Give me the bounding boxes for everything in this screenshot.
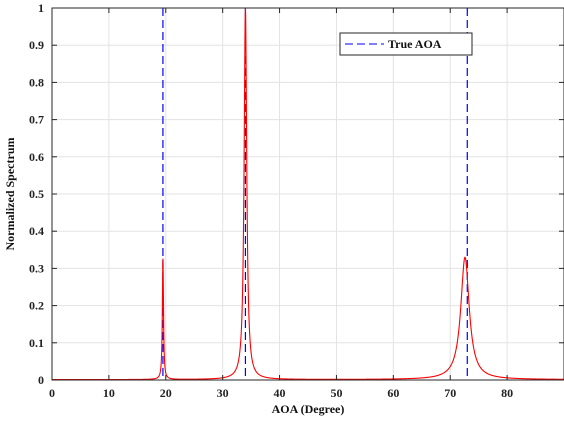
y-tick-label: 0.9 <box>29 38 44 52</box>
y-tick-label: 0.4 <box>29 224 44 238</box>
x-axis-label: AOA (Degree) <box>272 402 345 416</box>
x-tick-label: 80 <box>501 386 513 400</box>
series-layer <box>52 7 564 381</box>
x-tick-label: 10 <box>103 386 115 400</box>
x-tick-label: 20 <box>160 386 172 400</box>
y-tick-label: 0.2 <box>29 299 44 313</box>
x-tick-label: 60 <box>387 386 399 400</box>
y-tick-label: 0.3 <box>29 261 44 275</box>
y-tick-label: 0.8 <box>29 75 44 89</box>
legend-box <box>339 32 473 56</box>
legend-true-aoa-label: True AOA <box>388 37 442 51</box>
x-tick-label: 70 <box>444 386 456 400</box>
y-tick-label: 0 <box>38 373 44 387</box>
spectrum-line <box>52 7 564 381</box>
y-tick-label: 0.6 <box>29 150 44 164</box>
ticks: 0 10 20 30 40 50 60 70 80 0 0.1 0.2 0.3 0.4 0.5 0.6 0.7 0… <box>29 1 564 400</box>
y-tick-label: 1 <box>38 1 44 15</box>
y-tick-label: 0.5 <box>29 187 44 201</box>
legend: True AOA <box>339 32 473 56</box>
x-tick-label: 50 <box>330 386 342 400</box>
x-tick-label: 0 <box>49 386 55 400</box>
x-tick-label: 30 <box>217 386 229 400</box>
y-tick-label: 0.7 <box>29 113 44 127</box>
y-axis-label: Normalized Spectrum <box>3 138 17 251</box>
x-tick-label: 40 <box>274 386 286 400</box>
y-tick-label: 0.1 <box>29 336 44 350</box>
